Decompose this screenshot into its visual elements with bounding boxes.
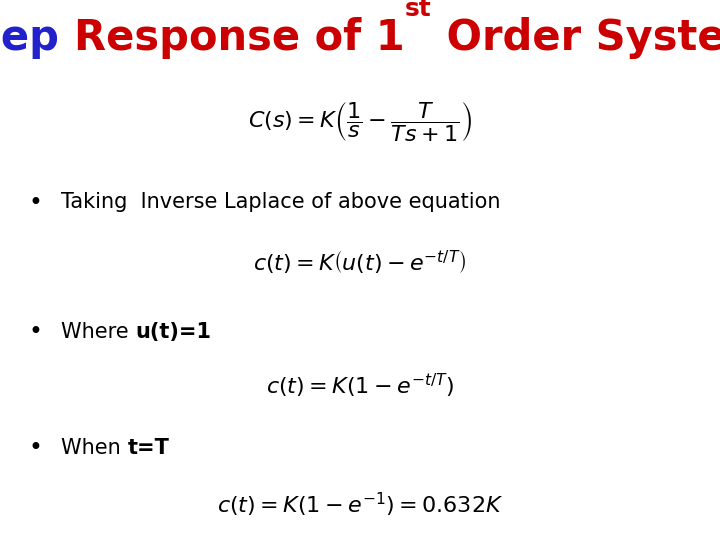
Text: Where: Where [61,322,135,342]
Text: st: st [405,0,431,21]
Text: u(t)=1: u(t)=1 [135,322,212,342]
Text: Step: Step [0,17,74,59]
Text: $c(t) = K\left(u(t) - e^{-t/T}\right)$: $c(t) = K\left(u(t) - e^{-t/T}\right)$ [253,248,467,276]
Text: •: • [29,436,42,460]
Text: Order System: Order System [431,17,720,59]
Text: •: • [29,191,42,214]
Text: t=T: t=T [127,438,169,458]
Text: •: • [29,320,42,344]
Text: Taking  Inverse Laplace of above equation: Taking Inverse Laplace of above equation [61,192,500,213]
Text: When: When [61,438,127,458]
Text: $c(t) = K\left(1 - e^{-t/T}\right)$: $c(t) = K\left(1 - e^{-t/T}\right)$ [266,372,454,400]
Text: $c(t) = K\left(1 - e^{-1}\right) = 0.632K$: $c(t) = K\left(1 - e^{-1}\right) = 0.632… [217,491,503,519]
Text: $C(s) = K\left(\dfrac{1}{s} - \dfrac{T}{Ts+1}\right)$: $C(s) = K\left(\dfrac{1}{s} - \dfrac{T}{… [248,100,472,143]
Text: Response of 1: Response of 1 [74,17,405,59]
